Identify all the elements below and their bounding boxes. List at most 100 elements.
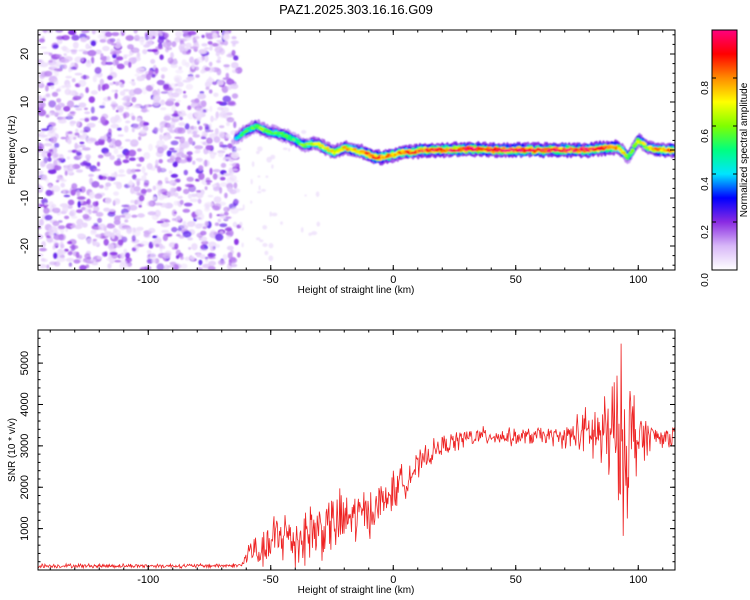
noise-blob: [76, 169, 83, 173]
noise-blob: [68, 262, 73, 267]
noise-blob: [113, 191, 119, 196]
noise-blob: [185, 42, 192, 48]
noise-blob: [70, 111, 77, 115]
noise-blob: [69, 211, 75, 217]
noise-blob: [79, 118, 85, 121]
noise-blob: [40, 128, 50, 131]
noise-blob: [125, 152, 130, 160]
noise-blob: [131, 127, 135, 133]
noise-blob: [156, 183, 163, 191]
noise-blob: [87, 204, 94, 209]
noise-blob: [56, 98, 62, 103]
noise-blob: [175, 255, 180, 259]
noise-blob: [130, 47, 140, 53]
noise-blob: [230, 168, 238, 171]
noise-blob: [141, 188, 147, 194]
noise-blob: [315, 191, 320, 197]
noise-blob: [229, 175, 237, 181]
noise-blob: [44, 70, 53, 77]
noise-blob: [88, 96, 96, 103]
noise-blob: [225, 231, 232, 236]
noise-blob: [257, 146, 263, 152]
noise-blob: [38, 234, 44, 240]
noise-blob: [180, 43, 187, 47]
noise-blob: [146, 258, 154, 264]
noise-blob: [198, 172, 205, 181]
noise-blob: [218, 152, 224, 158]
noise-blob: [217, 106, 224, 111]
noise-blob: [223, 173, 231, 177]
noise-blob: [99, 105, 105, 109]
noise-blob: [99, 175, 107, 180]
noise-blob: [222, 254, 228, 261]
noise-blob: [50, 85, 55, 90]
noise-blob: [224, 192, 228, 199]
ridge-segment: [395, 153, 400, 156]
noise-blob: [124, 54, 132, 57]
noise-blob: [54, 142, 60, 148]
ridge-segment: [254, 124, 260, 128]
noise-blob: [169, 147, 175, 151]
noise-blob: [156, 79, 166, 86]
noise-blob: [185, 50, 191, 55]
y-tick-label: 10: [19, 96, 31, 108]
noise-blob: [60, 243, 65, 249]
noise-blob: [179, 116, 183, 121]
noise-blob: [223, 211, 229, 216]
noise-blob: [153, 127, 159, 135]
noise-blob: [132, 227, 136, 231]
noise-blob: [180, 114, 184, 117]
noise-blob: [138, 204, 142, 208]
noise-blob: [75, 92, 79, 96]
noise-blob: [231, 36, 237, 40]
noise-blob: [194, 209, 203, 216]
noise-blob: [184, 256, 191, 261]
noise-blob: [181, 30, 190, 34]
noise-blob: [227, 252, 233, 259]
noise-blob: [38, 95, 42, 100]
noise-blob: [116, 63, 125, 70]
noise-blob: [280, 221, 283, 225]
noise-blob: [90, 229, 97, 234]
noise-blob: [39, 263, 47, 269]
noise-blob: [107, 243, 115, 250]
noise-blob: [230, 207, 239, 214]
noise-blob: [219, 48, 226, 55]
noise-blob: [138, 136, 142, 141]
noise-blob: [151, 73, 156, 78]
noise-blob: [133, 34, 141, 42]
noise-blob: [84, 253, 91, 260]
noise-blob: [208, 260, 217, 266]
noise-blob: [308, 232, 313, 236]
noise-blob: [116, 38, 121, 44]
noise-blob: [97, 217, 102, 224]
noise-blob: [43, 258, 48, 263]
noise-blob: [182, 220, 187, 226]
noise-blob: [183, 188, 190, 195]
noise-blob: [100, 116, 106, 124]
noise-blob: [49, 261, 57, 266]
noise-blob: [74, 132, 80, 136]
noise-blob: [89, 191, 95, 199]
noise-blob: [156, 139, 165, 147]
noise-blob: [72, 95, 82, 101]
noise-blob: [98, 184, 104, 189]
noise-blob: [231, 49, 236, 56]
noise-blob: [39, 72, 45, 80]
noise-blob: [118, 169, 125, 174]
noise-blob: [176, 186, 182, 192]
noise-blob: [185, 83, 194, 90]
noise-blob: [146, 73, 152, 81]
noise-blob: [215, 233, 224, 241]
noise-blob: [47, 157, 52, 162]
noise-blob: [200, 230, 207, 236]
noise-blob: [127, 181, 134, 186]
noise-blob: [44, 214, 53, 221]
noise-blob: [102, 45, 110, 52]
x-tick-label: 0: [390, 274, 396, 286]
noise-blob: [67, 241, 73, 245]
noise-blob: [213, 186, 221, 192]
noise-blob: [200, 100, 207, 108]
noise-blob: [155, 243, 160, 248]
